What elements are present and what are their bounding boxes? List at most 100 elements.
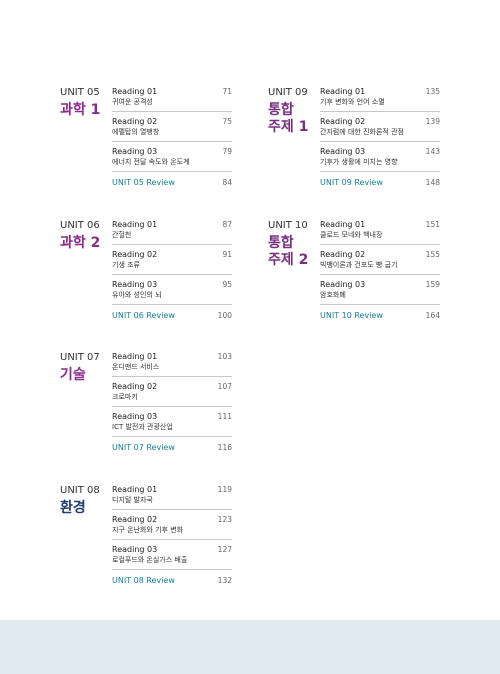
page-number: 148 [425,178,440,187]
page-number: 139 [425,117,440,126]
divider [112,304,232,305]
page-number: 75 [222,117,232,126]
unit-number: UNIT 10 [268,220,308,231]
reading-title: ICT 발전과 관광산업 [112,423,173,431]
reading-label: Reading 01 [112,485,158,494]
reading-title: 암호화폐 [320,291,346,299]
unit-number: UNIT 06 [60,220,100,231]
unit-subject: 환경 [60,500,86,516]
reading-title: 기생 조류 [112,261,140,269]
page-number: 103 [217,352,232,361]
reading-title: 간지럼에 대한 진화론적 관점 [320,128,404,136]
review-label: UNIT 10 Review [320,311,383,320]
unit-subject: 주제 2 [268,252,309,268]
reading-label: Reading 03 [112,412,158,421]
review-label: UNIT 05 Review [112,178,175,187]
unit-subject: 통합 [268,102,294,118]
unit-subject: 통합 [268,235,294,251]
reading-label: Reading 03 [112,280,158,289]
reading-label: Reading 03 [320,147,366,156]
reading-label: Reading 01 [320,220,366,229]
page-number: 91 [222,250,232,259]
page-number: 151 [425,220,440,229]
page-number: 135 [425,87,440,96]
divider [320,111,440,112]
divider [320,244,440,245]
divider [112,376,232,377]
reading-title: 유아와 성인의 뇌 [112,291,162,299]
page-number: 100 [217,311,232,320]
reading-title: 에너지 전달 속도와 온도계 [112,158,190,166]
reading-label: Reading 01 [320,87,366,96]
reading-title: 에펠탑의 열팽창 [112,128,160,136]
page-number: 79 [222,147,232,156]
unit-subject: 기술 [60,367,86,383]
page-number: 111 [217,412,232,421]
divider [112,509,232,510]
reading-title: 디지털 발자국 [112,496,153,504]
reading-label: Reading 03 [112,147,158,156]
divider [112,244,232,245]
reading-label: Reading 02 [112,382,158,391]
reading-label: Reading 01 [112,352,158,361]
reading-label: Reading 02 [112,250,158,259]
unit-number: UNIT 05 [60,87,100,98]
page-number: 159 [425,280,440,289]
page-number: 71 [222,87,232,96]
page-number: 87 [222,220,232,229]
divider [320,141,440,142]
unit-subject: 과학 2 [60,235,101,251]
page-number: 123 [217,515,232,524]
divider [320,304,440,305]
reading-label: Reading 03 [112,545,158,554]
divider [112,539,232,540]
page-number: 116 [217,443,232,452]
page-number: 107 [217,382,232,391]
reading-title: 기후가 생활에 미치는 영향 [320,158,398,166]
reading-label: Reading 03 [320,280,366,289]
unit-subject: 과학 1 [60,102,101,118]
unit-number: UNIT 09 [268,87,308,98]
reading-title: 온디맨드 서비스 [112,363,160,371]
divider [320,274,440,275]
review-label: UNIT 09 Review [320,178,383,187]
unit-number: UNIT 07 [60,352,100,363]
page-number: 132 [217,576,232,585]
divider [112,171,232,172]
review-label: UNIT 08 Review [112,576,175,585]
reading-label: Reading 02 [112,515,158,524]
divider [112,569,232,570]
reading-label: Reading 02 [320,117,366,126]
page-number: 143 [425,147,440,156]
reading-title: 기후 변화와 언어 소멸 [320,98,385,106]
unit-number: UNIT 08 [60,485,100,496]
unit-subject: 주제 1 [268,119,309,135]
reading-label: Reading 01 [112,220,158,229]
reading-label: Reading 01 [112,87,158,96]
divider [112,111,232,112]
reading-title: 클로드 모네와 백내장 [320,231,383,239]
page-number: 119 [217,485,232,494]
page-number: 155 [425,250,440,259]
divider [320,171,440,172]
reading-title: 크로마키 [112,393,138,401]
divider [112,274,232,275]
reading-title: 지구 온난화와 기후 변화 [112,526,184,534]
review-label: UNIT 07 Review [112,443,175,452]
reading-title: 빅뱅이론과 건포도 빵 굽기 [320,261,398,269]
reading-title: 간헐천 [112,231,132,239]
review-label: UNIT 06 Review [112,311,175,320]
reading-title: 로컬푸드와 온실가스 배출 [112,556,188,564]
page-number: 95 [222,280,232,289]
page-number: 127 [217,545,232,554]
page-number: 164 [425,311,440,320]
divider [112,436,232,437]
divider [112,141,232,142]
footer-band [0,620,500,674]
divider [112,406,232,407]
reading-title: 귀여운 공격성 [112,98,153,106]
page-number: 84 [222,178,232,187]
reading-label: Reading 02 [112,117,158,126]
reading-label: Reading 02 [320,250,366,259]
